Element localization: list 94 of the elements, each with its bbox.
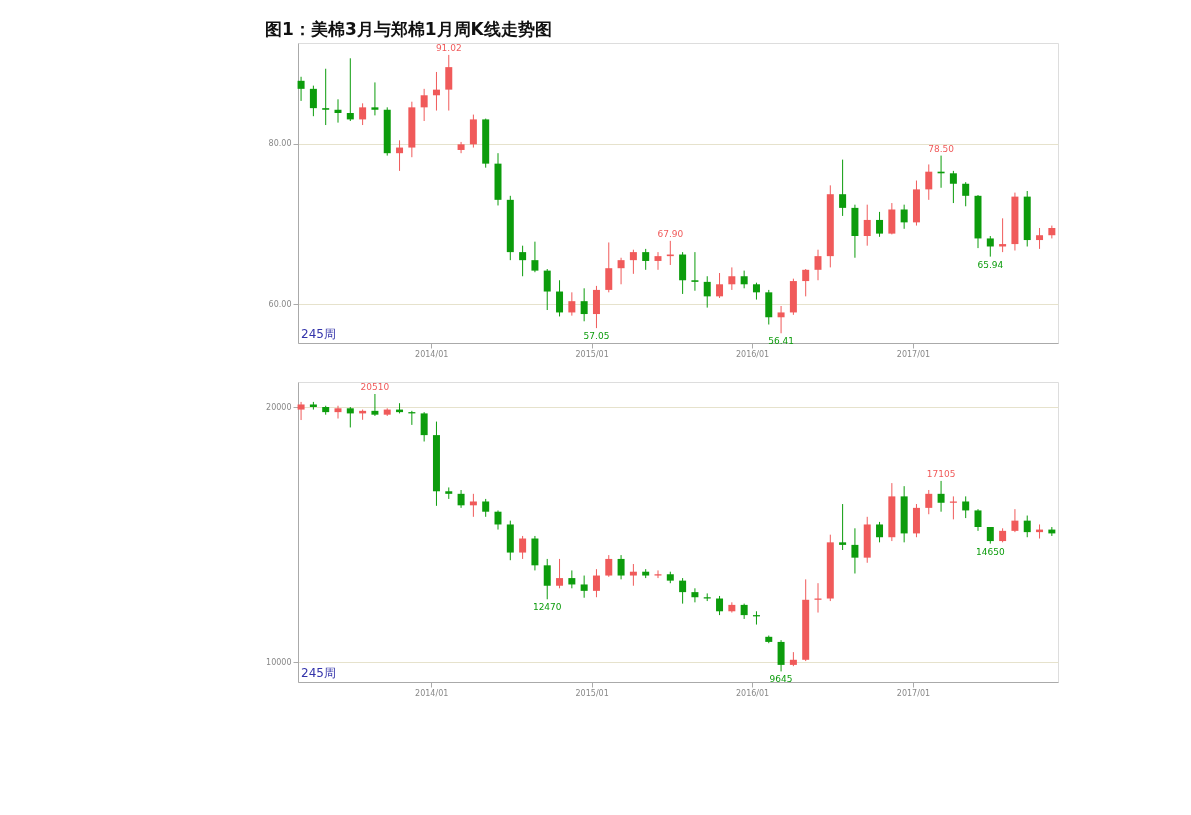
candlestick	[962, 181, 970, 207]
candlestick	[962, 495, 970, 519]
candlestick	[420, 411, 428, 442]
candlestick	[568, 291, 576, 317]
annotation: 91.02	[435, 42, 462, 53]
candlestick	[605, 241, 613, 293]
candlestick	[322, 68, 330, 126]
candlestick	[949, 495, 957, 520]
y-tick-label: 60.00	[268, 299, 292, 309]
candlestick	[839, 159, 847, 217]
candlestick	[986, 235, 994, 258]
y-tick-label: 10000	[266, 657, 292, 667]
candlestick	[1011, 508, 1019, 533]
candlestick	[617, 554, 625, 580]
candlestick	[556, 558, 564, 589]
candlestick	[925, 163, 933, 201]
candlestick	[728, 266, 736, 291]
candlestick	[802, 268, 810, 297]
candlestick	[974, 508, 982, 532]
candlestick	[519, 245, 527, 277]
candlestick	[691, 587, 699, 603]
candlestick	[937, 480, 945, 513]
y-tick-label: 20000	[266, 402, 292, 412]
candlestick	[519, 535, 527, 560]
candlestick	[876, 521, 884, 543]
candlestick	[629, 249, 637, 275]
candlestick	[371, 393, 379, 417]
x-tick-label: 2014/01	[415, 349, 449, 359]
annotation: 65.94	[977, 259, 1004, 270]
candlestick	[371, 81, 379, 116]
candlestick	[777, 305, 785, 334]
candlestick	[592, 568, 600, 598]
candlestick	[445, 54, 453, 112]
candlestick	[876, 211, 884, 238]
annotation: 245周	[301, 666, 336, 680]
candlestick	[716, 272, 724, 299]
candlestick	[654, 251, 662, 271]
x-tick-label: 2017/01	[896, 688, 931, 698]
candlestick	[396, 139, 404, 172]
candlestick	[863, 204, 871, 247]
candlestick	[605, 554, 613, 578]
candlestick	[543, 558, 551, 600]
annotation: 9645	[769, 674, 793, 685]
candlestick	[346, 406, 354, 428]
annotation: 245周	[301, 327, 336, 341]
candlestick	[617, 257, 625, 285]
candlestick	[531, 241, 539, 273]
candlestick	[642, 248, 650, 271]
candlestick	[580, 287, 588, 322]
annotation: 14650	[975, 546, 1005, 557]
y-tick-label: 80.00	[268, 139, 292, 149]
annotation: 17105	[926, 468, 956, 479]
candlestick	[777, 639, 785, 672]
candlestick	[654, 569, 662, 579]
candlestick	[309, 85, 317, 117]
candlestick	[814, 249, 822, 281]
x-tick-label: 2017/01	[896, 349, 931, 359]
candlestick	[556, 279, 564, 317]
candlestick	[629, 563, 637, 587]
candlestick	[346, 57, 354, 122]
candlestick	[580, 575, 588, 599]
candlestick	[925, 489, 933, 515]
candlestick	[691, 251, 699, 292]
annotation: 56.41	[768, 336, 794, 347]
candlestick	[297, 76, 305, 102]
annotation: 57.05	[583, 331, 610, 342]
candlestick	[1036, 227, 1044, 250]
chart-title: 图1：美棉3月与郑棉1月周K线走势图	[265, 18, 552, 39]
candlestick	[949, 170, 957, 204]
x-tick-label: 2015/01	[575, 688, 609, 698]
candlestick	[334, 98, 342, 124]
candlestick	[839, 503, 847, 551]
candlestick	[494, 509, 502, 531]
annotation: 67.90	[657, 228, 684, 239]
annotation: 78.50	[928, 143, 955, 154]
candlestick	[432, 71, 440, 112]
candlestick	[359, 102, 367, 126]
x-tick-label: 2016/01	[735, 688, 770, 698]
candlestick	[900, 204, 908, 230]
candlestick	[716, 595, 724, 616]
x-tick-label: 2014/01	[415, 688, 449, 698]
x-tick-label: 2015/01	[575, 349, 609, 359]
candlestick	[1023, 515, 1031, 538]
x-tick-label: 2016/01	[735, 349, 770, 359]
candlestick	[469, 493, 477, 518]
candlestick	[420, 88, 428, 122]
candlestick	[703, 275, 711, 309]
candlestick	[457, 141, 465, 154]
candlestick	[543, 268, 551, 311]
annotation: 12470	[532, 602, 562, 613]
candlestick	[334, 405, 342, 420]
candlestick	[851, 527, 859, 574]
candlestick	[679, 577, 687, 605]
annotation: 20510	[360, 382, 390, 392]
